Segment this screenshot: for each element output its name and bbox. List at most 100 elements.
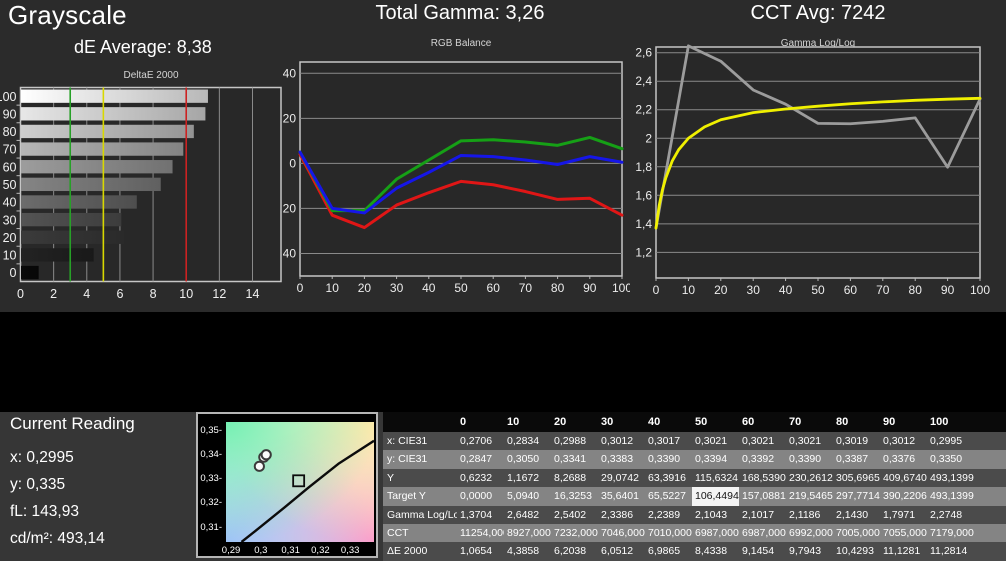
table-cell[interactable]: 1,3704 <box>457 505 504 524</box>
table-cell[interactable]: 29,0742 <box>598 468 645 488</box>
table-cell[interactable]: 7046,0000 <box>598 523 651 543</box>
table-cell[interactable]: 6,9865 <box>645 542 692 561</box>
table-cell[interactable]: 2,1430 <box>833 505 880 524</box>
rgb-balance-line-chart: 40 20 0 -20 -40 0 10 20 30 40 50 60 70 80 90 100 <box>283 61 630 295</box>
reading-y: y: 0,335 <box>10 476 66 493</box>
table-cell[interactable]: 9,1454 <box>739 542 786 561</box>
table-cell[interactable]: 0,3383 <box>598 450 645 469</box>
table-cell[interactable]: 2,1186 <box>786 505 833 524</box>
table-cell[interactable]: 157,0881 <box>739 487 786 506</box>
table-cell[interactable]: 8927,0000 <box>504 523 557 543</box>
table-cell[interactable]: 1,7971 <box>880 505 927 524</box>
table-cell[interactable]: 297,7714 <box>833 487 880 506</box>
table-row-filler <box>974 505 1006 524</box>
table-cell[interactable]: 0,2988 <box>551 432 598 451</box>
table-row-label: Gamma Log/Log <box>383 505 465 524</box>
table-cell[interactable]: 0,3376 <box>880 450 927 469</box>
table-cell[interactable]: 11254,0000 <box>457 523 515 543</box>
table-cell[interactable]: 2,1017 <box>739 505 786 524</box>
table-cell[interactable]: 11,1281 <box>880 542 927 561</box>
table-cell[interactable]: 0,2847 <box>457 450 504 469</box>
svg-text:100: 100 <box>0 90 17 104</box>
table-cell[interactable]: 0,3021 <box>786 432 833 451</box>
table-cell[interactable]: 6987,0000 <box>692 523 745 543</box>
table-cell[interactable]: 2,2389 <box>645 505 692 524</box>
table-cell[interactable]: 2,3386 <box>598 505 645 524</box>
svg-text:20: 20 <box>358 281 372 295</box>
table-cell[interactable]: 7055,0000 <box>880 523 933 543</box>
table-cell[interactable]: 0,6232 <box>457 468 504 488</box>
table-cell[interactable]: 0,3387 <box>833 450 880 469</box>
table-cell[interactable]: 493,1399 <box>927 468 974 488</box>
selected-cell[interactable]: 106,4494 <box>692 487 739 506</box>
table-cell[interactable]: 8,2688 <box>551 468 598 488</box>
table-cell[interactable]: 230,2612 <box>786 468 833 488</box>
table-cell[interactable]: 2,6482 <box>504 505 551 524</box>
table-cell[interactable]: 0,3341 <box>551 450 598 469</box>
table-cell[interactable]: 6992,0000 <box>786 523 839 543</box>
table-cell[interactable]: 219,5465 <box>786 487 833 506</box>
table-cell[interactable]: 1,1672 <box>504 468 551 488</box>
table-cell[interactable]: 2,1043 <box>692 505 739 524</box>
table-cell[interactable]: 65,5227 <box>645 487 692 506</box>
top-charts-section: Grayscale dE Average: 8,38 Total Gamma: … <box>0 0 991 301</box>
svg-text:50: 50 <box>3 178 17 192</box>
table-cell[interactable]: 390,2206 <box>880 487 927 506</box>
table-column-header: 70 <box>786 412 833 432</box>
table-cell[interactable]: 7232,0000 <box>551 523 604 543</box>
table-cell[interactable]: 0,0000 <box>457 487 504 506</box>
table-row-label: ΔE 2000 <box>383 542 457 561</box>
table-cell[interactable]: 0,3050 <box>504 450 551 469</box>
table-cell[interactable]: 0,3394 <box>692 450 739 469</box>
svg-text:4: 4 <box>83 287 90 301</box>
table-cell[interactable]: 0,3019 <box>833 432 880 451</box>
table-cell[interactable]: 0,2834 <box>504 432 551 451</box>
table-cell[interactable]: 115,6324 <box>692 468 739 488</box>
table-cell[interactable]: 4,3858 <box>504 542 551 561</box>
current-reading-title: Current Reading <box>10 414 135 433</box>
table-cell[interactable]: 493,1399 <box>927 487 974 506</box>
table-cell[interactable]: 63,3916 <box>645 468 692 488</box>
table-cell[interactable]: 0,2706 <box>457 432 504 451</box>
table-cell[interactable]: 2,5402 <box>551 505 598 524</box>
table-cell[interactable]: 0,3017 <box>645 432 692 451</box>
table-cell[interactable]: 6,2038 <box>551 542 598 561</box>
table-cell[interactable]: 7010,0000 <box>645 523 698 543</box>
table-cell[interactable]: 0,3392 <box>739 450 786 469</box>
table-cell[interactable]: 0,2995 <box>927 432 974 451</box>
table-cell[interactable]: 35,6401 <box>598 487 645 506</box>
table-cell[interactable]: 305,6965 <box>833 468 880 488</box>
svg-text:6: 6 <box>116 287 123 301</box>
table-cell[interactable]: 0,3012 <box>880 432 927 451</box>
table-cell[interactable]: 168,5390 <box>739 468 786 488</box>
table-cell[interactable]: 0,3390 <box>786 450 833 469</box>
table-cell[interactable]: 0,3021 <box>692 432 739 451</box>
table-header-filler <box>974 412 1006 432</box>
table-cell[interactable]: 6987,0000 <box>739 523 792 543</box>
reading-cdm2: cd/m²: 493,14 <box>10 530 105 547</box>
table-cell[interactable]: 11,2814 <box>927 542 974 561</box>
table-cell[interactable]: 5,0940 <box>504 487 551 506</box>
table-row-label: y: CIE31 <box>383 450 457 469</box>
table-cell[interactable]: 7179,0000 <box>927 523 980 543</box>
table-cell[interactable]: 6,0512 <box>598 542 645 561</box>
table-cell[interactable]: 1,0654 <box>457 542 504 561</box>
table-cell[interactable]: 9,7943 <box>786 542 833 561</box>
cie-y-tick: 0,33- <box>200 473 222 485</box>
table-cell[interactable]: 0,3390 <box>645 450 692 469</box>
table-column-header: 20 <box>551 412 598 432</box>
reading-x: x: 0,2995 <box>10 449 74 466</box>
total-gamma-value: Total Gamma: 3,26 <box>375 2 545 24</box>
table-cell[interactable]: 0,3350 <box>927 450 974 469</box>
svg-text:40: 40 <box>779 283 793 297</box>
table-cell[interactable]: 2,2748 <box>927 505 974 524</box>
table-cell[interactable]: 7005,0000 <box>833 523 886 543</box>
table-cell[interactable]: 16,3253 <box>551 487 598 506</box>
table-cell[interactable]: 409,6740 <box>880 468 927 488</box>
table-cell[interactable]: 10,4293 <box>833 542 880 561</box>
table-row-label: Target Y <box>383 487 457 506</box>
table-cell[interactable]: 0,3021 <box>739 432 786 451</box>
table-cell[interactable]: 0,3012 <box>598 432 645 451</box>
table-cell[interactable]: 8,4338 <box>692 542 739 561</box>
